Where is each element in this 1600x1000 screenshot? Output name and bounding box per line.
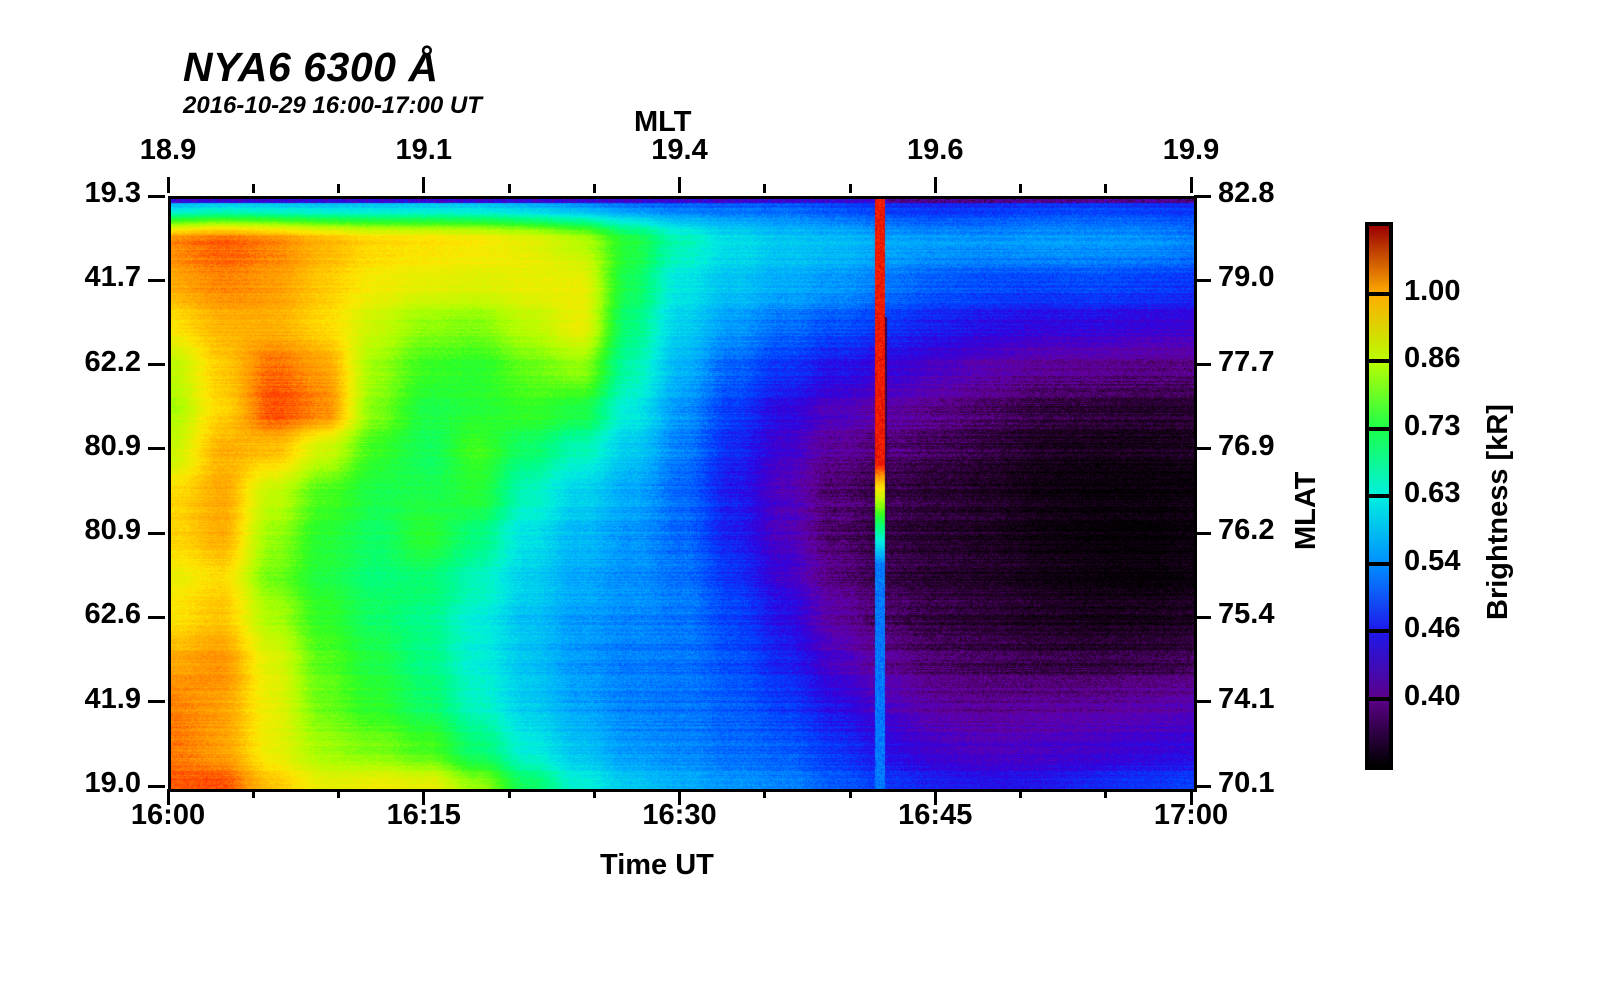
colorbar-segment bbox=[1369, 496, 1389, 564]
y-axis-right-tick bbox=[1194, 447, 1211, 451]
y-axis-left-tick bbox=[148, 784, 165, 788]
x-axis-tick bbox=[592, 789, 596, 798]
x-axis-tick bbox=[1189, 789, 1193, 805]
x-axis-tick bbox=[166, 789, 170, 805]
colorbar bbox=[1365, 222, 1393, 770]
y-axis-left-tick-label: 41.7 bbox=[84, 261, 141, 294]
top-axis-tick bbox=[933, 177, 937, 193]
top-axis-tick bbox=[422, 177, 426, 193]
y-axis-right-tick-label: 75.4 bbox=[1218, 598, 1275, 631]
top-axis-tick bbox=[166, 177, 170, 193]
colorbar-label: Brightness [kR] bbox=[1482, 404, 1514, 620]
top-axis-tick-label: 19.6 bbox=[907, 134, 964, 166]
top-axis-tick bbox=[507, 184, 511, 193]
y-axis-left-tick-label: 80.9 bbox=[84, 514, 141, 547]
y-axis-left-tick bbox=[148, 531, 165, 535]
colorbar-divider bbox=[1369, 561, 1389, 566]
top-axis-tick-label: 19.1 bbox=[395, 134, 452, 166]
top-axis-tick bbox=[763, 184, 767, 193]
colorbar-tick-label: 0.40 bbox=[1404, 679, 1461, 712]
x-axis-tick bbox=[848, 789, 852, 798]
colorbar-tick-label: 0.86 bbox=[1404, 342, 1461, 374]
x-axis-tick bbox=[507, 789, 511, 798]
y-axis-right-tick-label: 70.1 bbox=[1218, 767, 1275, 799]
y-axis-right-tick bbox=[1194, 700, 1211, 704]
figure-subtitle: 2016-10-29 16:00-17:00 UT bbox=[183, 92, 482, 119]
x-axis-tick-label: 16:15 bbox=[386, 799, 461, 831]
y-axis-left-tick-label: 80.9 bbox=[84, 429, 141, 462]
top-axis-tick-label: 19.4 bbox=[651, 134, 708, 166]
top-axis-tick bbox=[848, 184, 852, 193]
y-axis-right-tick bbox=[1194, 784, 1211, 788]
x-axis-tick bbox=[933, 789, 937, 805]
top-axis-label: MLT bbox=[634, 106, 692, 138]
colorbar-tick-label: 1.00 bbox=[1404, 274, 1461, 307]
x-axis-tick bbox=[1019, 789, 1022, 798]
top-axis-tick-label: 19.9 bbox=[1162, 134, 1220, 166]
top-axis-tick bbox=[1104, 184, 1108, 193]
y-axis-left-tick-label: 62.6 bbox=[84, 598, 141, 631]
y-axis-right-tick-label: 74.1 bbox=[1218, 682, 1275, 715]
y-axis-left-tick bbox=[148, 615, 165, 619]
colorbar-divider bbox=[1369, 494, 1389, 498]
y-axis-right-tick-label: 79.0 bbox=[1218, 261, 1275, 294]
y-axis-left-tick-label: 41.9 bbox=[84, 682, 141, 715]
colorbar-segment bbox=[1369, 698, 1389, 766]
y-axis-right-tick bbox=[1194, 194, 1211, 198]
y-axis-left-tick-label: 19.3 bbox=[84, 177, 141, 209]
top-axis-tick bbox=[678, 177, 681, 193]
x-axis-tick-label: 17:00 bbox=[1153, 799, 1229, 831]
x-axis-tick bbox=[1104, 789, 1108, 798]
x-axis-tick bbox=[678, 789, 681, 805]
y-axis-left-tick bbox=[148, 363, 165, 367]
x-axis-label: Time UT bbox=[600, 849, 714, 881]
colorbar-segment bbox=[1369, 631, 1389, 699]
x-axis-tick bbox=[422, 789, 426, 805]
y-axis-right-tick-label: 76.9 bbox=[1218, 429, 1275, 462]
y-axis-right-tick-label: 76.2 bbox=[1218, 514, 1275, 547]
colorbar-divider bbox=[1369, 426, 1389, 431]
colorbar-divider bbox=[1369, 629, 1389, 633]
x-axis-tick bbox=[337, 789, 340, 798]
y-axis-left-tick-label: 62.2 bbox=[84, 345, 141, 378]
y-axis-right-tick bbox=[1194, 615, 1211, 619]
colorbar-tick-label: 0.73 bbox=[1404, 409, 1461, 442]
colorbar-divider bbox=[1369, 359, 1389, 363]
y-axis-right-tick bbox=[1194, 363, 1211, 367]
y-axis-right-tick-label: 77.7 bbox=[1218, 345, 1275, 378]
x-axis-tick-label: 16:30 bbox=[642, 799, 717, 831]
y-axis-left-tick bbox=[148, 700, 165, 704]
colorbar-segment bbox=[1369, 361, 1389, 429]
top-axis-tick bbox=[251, 184, 255, 193]
colorbar-divider bbox=[1369, 291, 1389, 296]
top-axis-tick bbox=[592, 184, 596, 193]
colorbar-segment bbox=[1369, 293, 1389, 361]
colorbar-segment bbox=[1369, 563, 1389, 631]
colorbar-tick-label: 0.46 bbox=[1404, 612, 1461, 644]
colorbar-divider bbox=[1369, 696, 1389, 701]
colorbar-tick-label: 0.63 bbox=[1404, 477, 1461, 509]
y-axis-left-tick bbox=[148, 278, 165, 282]
top-axis-tick bbox=[1019, 184, 1022, 193]
y-axis-right-tick bbox=[1194, 531, 1211, 535]
top-axis-tick bbox=[337, 184, 340, 193]
colorbar-segment bbox=[1369, 428, 1389, 496]
x-axis-tick-label: 16:00 bbox=[130, 799, 206, 831]
x-axis-tick bbox=[251, 789, 255, 798]
colorbar-tick-label: 0.54 bbox=[1404, 544, 1461, 577]
x-axis-tick bbox=[763, 789, 767, 798]
y-axis-left-tick bbox=[148, 194, 165, 198]
figure-title: NYA6 6300 Å bbox=[183, 44, 439, 90]
colorbar-segment bbox=[1369, 226, 1389, 294]
x-axis-tick-label: 16:45 bbox=[898, 799, 973, 831]
y-axis-right-tick-label: 82.8 bbox=[1218, 177, 1275, 209]
top-axis-tick bbox=[1189, 177, 1193, 193]
keogram-image bbox=[171, 199, 1194, 789]
top-axis-tick-label: 18.9 bbox=[139, 134, 197, 166]
y-axis-left-tick bbox=[148, 447, 165, 451]
keogram-plot-area bbox=[168, 196, 1197, 792]
y-axis-left-tick-label: 19.0 bbox=[84, 767, 141, 799]
y-axis-right-tick bbox=[1194, 278, 1211, 282]
